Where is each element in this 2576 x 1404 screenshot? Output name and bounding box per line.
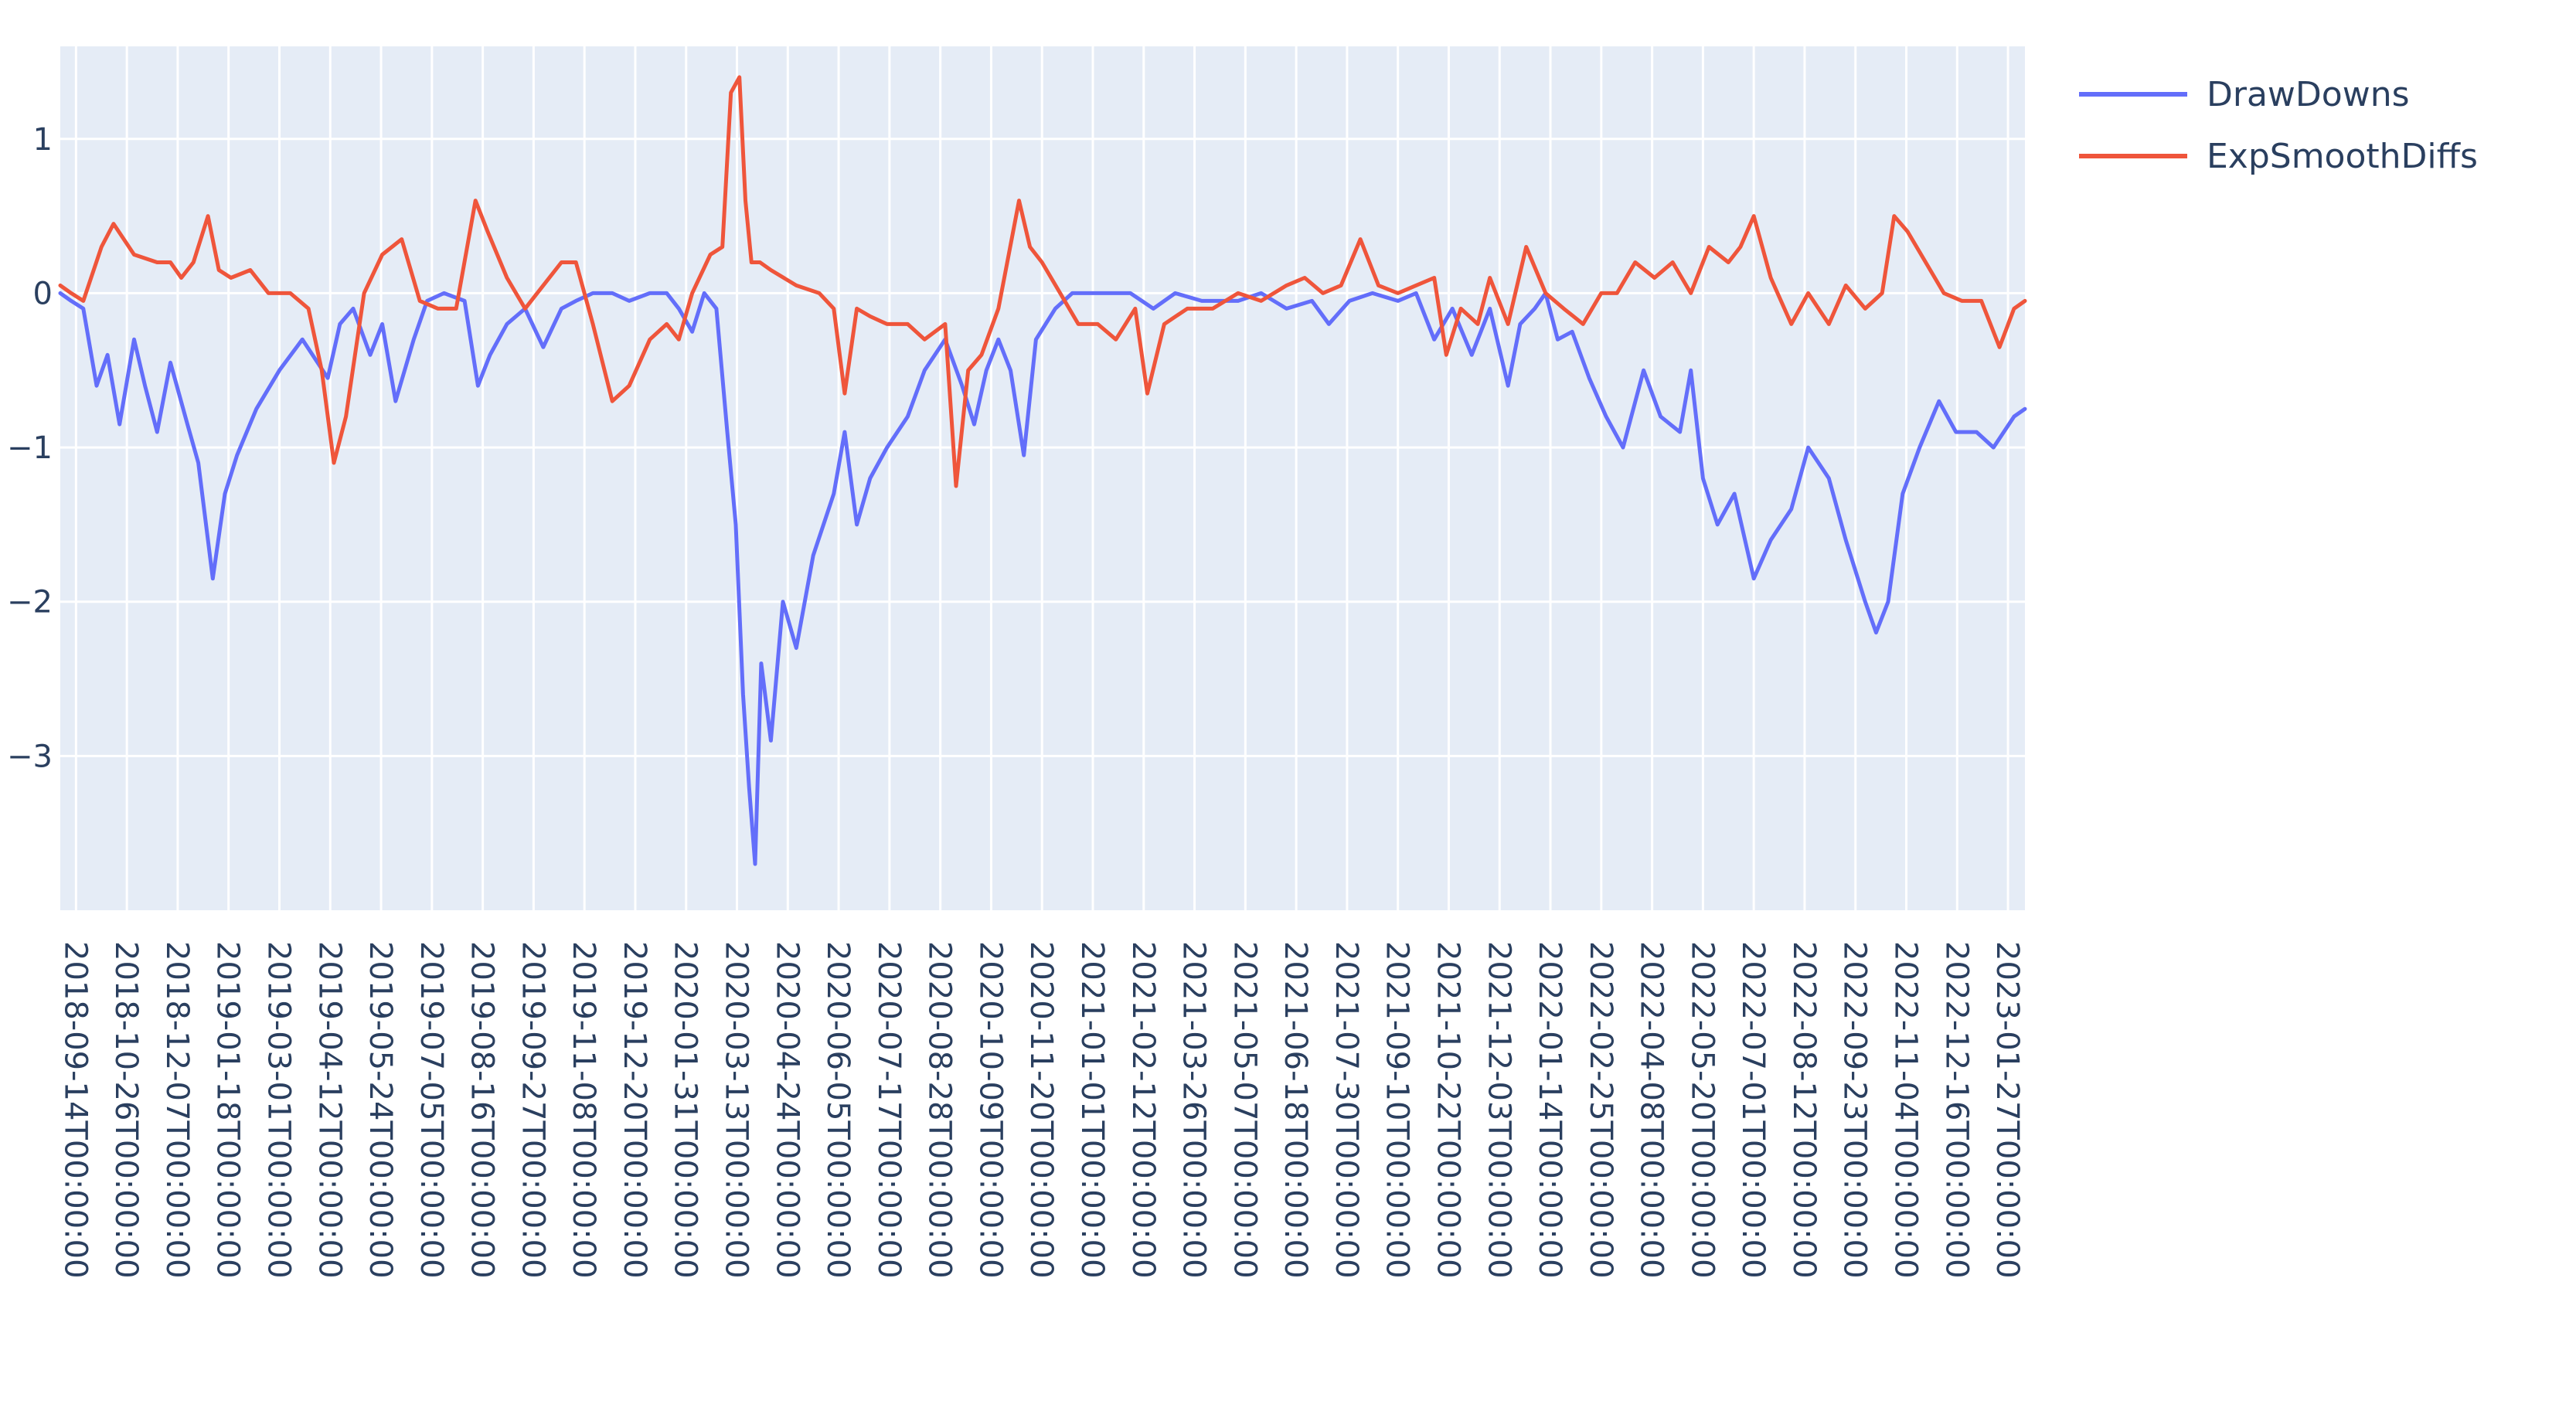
x-tick-label: 2020-07-17T00:00:00 — [871, 941, 907, 1279]
x-tick-label: 2018-12-07T00:00:00 — [159, 941, 195, 1279]
x-tick-label: 2021-02-12T00:00:00 — [1125, 941, 1161, 1279]
x-tick-label: 2020-04-24T00:00:00 — [769, 941, 805, 1279]
x-tick-label: 2021-10-22T00:00:00 — [1430, 941, 1465, 1279]
x-tick-label: 2023-01-27T00:00:00 — [1989, 941, 2025, 1279]
x-gridlines — [74, 46, 2009, 910]
x-axis-ticks: 2018-09-14T00:00:00 2018-10-26T00:00:00 20… — [57, 941, 2025, 1279]
x-tick-label: 2022-11-04T00:00:00 — [1888, 941, 1924, 1279]
y-tick-label: 0 — [33, 276, 53, 311]
x-tick-label: 2020-03-13T00:00:00 — [719, 941, 754, 1279]
x-tick-label: 2019-04-12T00:00:00 — [311, 941, 347, 1279]
x-tick-label: 2021-06-18T00:00:00 — [1278, 941, 1313, 1279]
series-line-expsmoothdiffs — [58, 75, 2027, 488]
x-tick-label: 2020-06-05T00:00:00 — [820, 941, 856, 1279]
y-axis-ticks: 1 0 −1 −2 −3 — [7, 122, 53, 775]
x-tick-label: 2022-07-01T00:00:00 — [1735, 941, 1771, 1279]
x-tick-label: 2019-05-24T00:00:00 — [362, 941, 398, 1279]
y-tick-label: −2 — [7, 585, 53, 620]
x-tick-label: 2021-07-30T00:00:00 — [1329, 941, 1364, 1279]
legend-item-expsmoothdiffs[interactable]: ExpSmoothDiffs — [2079, 137, 2478, 176]
x-tick-label: 2022-01-14T00:00:00 — [1532, 941, 1567, 1279]
series-line-drawdowns — [58, 291, 2027, 866]
x-tick-label: 2018-10-26T00:00:00 — [108, 941, 144, 1279]
legend[interactable]: DrawDowns ExpSmoothDiffs — [2079, 75, 2478, 176]
x-tick-label: 2019-07-05T00:00:00 — [413, 941, 449, 1279]
x-tick-label: 2020-08-28T00:00:00 — [922, 941, 958, 1279]
x-tick-label: 2022-12-16T00:00:00 — [1938, 941, 1974, 1279]
series-layer — [58, 75, 2027, 866]
y-gridlines — [60, 138, 2025, 757]
x-tick-label: 2022-02-25T00:00:00 — [1583, 941, 1618, 1279]
x-tick-label: 2018-09-14T00:00:00 — [57, 941, 93, 1279]
x-tick-label: 2019-11-08T00:00:00 — [566, 941, 601, 1279]
x-tick-label: 2022-04-08T00:00:00 — [1634, 941, 1669, 1279]
x-tick-label: 2019-08-16T00:00:00 — [464, 941, 500, 1279]
x-tick-label: 2021-12-03T00:00:00 — [1481, 941, 1516, 1279]
x-tick-label: 2022-05-20T00:00:00 — [1684, 941, 1720, 1279]
y-tick-label: 1 — [33, 122, 53, 158]
y-tick-label: −1 — [7, 430, 53, 466]
x-tick-label: 2022-09-23T00:00:00 — [1837, 941, 1873, 1279]
x-tick-label: 2019-03-01T00:00:00 — [260, 941, 296, 1279]
legend-item-drawdowns[interactable]: DrawDowns — [2079, 75, 2410, 114]
x-tick-label: 2020-01-31T00:00:00 — [668, 941, 703, 1279]
x-tick-label: 2021-05-07T00:00:00 — [1227, 941, 1262, 1279]
x-tick-label: 2019-09-27T00:00:00 — [515, 941, 550, 1279]
x-tick-label: 2021-03-26T00:00:00 — [1176, 941, 1212, 1279]
legend-label: ExpSmoothDiffs — [2207, 137, 2478, 176]
x-tick-label: 2020-10-09T00:00:00 — [972, 941, 1008, 1279]
x-tick-label: 2022-08-12T00:00:00 — [1786, 941, 1822, 1279]
x-tick-label: 2021-09-10T00:00:00 — [1380, 941, 1415, 1279]
x-tick-label: 2021-01-01T00:00:00 — [1074, 941, 1110, 1279]
x-tick-label: 2020-11-20T00:00:00 — [1023, 941, 1059, 1279]
x-tick-label: 2019-01-18T00:00:00 — [210, 941, 246, 1279]
x-tick-label: 2019-12-20T00:00:00 — [617, 941, 652, 1279]
y-tick-label: −3 — [7, 739, 53, 774]
legend-label: DrawDowns — [2207, 75, 2410, 114]
